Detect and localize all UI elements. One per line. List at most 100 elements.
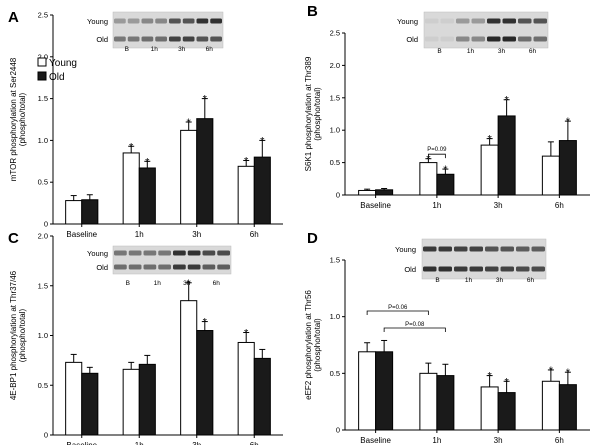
blot-band <box>210 36 222 42</box>
x-tick-label: 6h <box>555 201 564 210</box>
blot-band <box>173 264 186 270</box>
blot-band <box>128 264 142 270</box>
blot-lane-label: 1h <box>154 280 162 287</box>
blot-band <box>485 266 499 272</box>
blot-band <box>196 36 209 42</box>
bar-old-1h <box>138 167 156 225</box>
significance-star: * <box>187 278 192 290</box>
blot-row-label: Young <box>395 245 416 254</box>
blot-lane-label: B <box>126 280 130 287</box>
bar-young-1h <box>122 152 140 225</box>
blot-band <box>425 36 439 42</box>
x-tick-label: 3h <box>494 201 503 210</box>
pvalue-bracket <box>427 153 446 159</box>
blot-row-label: Old <box>404 265 416 274</box>
blot-background <box>423 11 549 49</box>
significance-star: * <box>426 154 431 166</box>
y-axis-label: 4E-BP1 phosphorylation at Thr37/46 <box>9 270 18 400</box>
bar-old-1h <box>436 375 455 431</box>
blot-band <box>202 264 216 270</box>
blot-band <box>114 264 127 270</box>
legend-swatch <box>37 57 47 67</box>
blot-band <box>158 264 171 270</box>
bar-young-6h <box>237 341 255 436</box>
blot-band <box>456 18 470 24</box>
chart-panel-c: C 0 0.5 1.0 1.5 2.0 4E-BP1 phosphorylation at … <box>8 230 283 445</box>
x-tick-label: Baseline <box>66 230 97 239</box>
blot-band <box>471 36 485 42</box>
bar-young-3h <box>480 386 499 431</box>
blot-band <box>471 18 485 24</box>
blot-row-label: Young <box>397 17 418 26</box>
y-axis-label: (phospho/total) <box>313 87 322 141</box>
bar-old-3h <box>196 118 214 225</box>
blot-lane-label: B <box>437 48 441 55</box>
y-axis-label: S6K1 phosphorylation at Thr389 <box>304 56 313 171</box>
blot-band <box>500 266 514 272</box>
bar-young-1h <box>419 162 438 196</box>
y-tick-label: 0.5 <box>330 158 340 167</box>
blot-band <box>454 246 468 252</box>
blot-band <box>438 266 452 272</box>
blot-band <box>518 36 532 42</box>
x-tick-label: 6h <box>555 436 564 445</box>
blot-band <box>500 246 514 252</box>
significance-star: * <box>203 94 208 106</box>
pvalue-label: P=0.09 <box>427 147 447 153</box>
bar-old-6h <box>253 156 271 225</box>
blot-band <box>182 36 195 42</box>
bar-old-6h <box>253 357 271 436</box>
bar-old-1h <box>436 173 455 196</box>
significance-star: * <box>244 155 249 167</box>
y-axis-label: eEF2 phosphorylation at Thr56 <box>304 290 313 400</box>
pvalue-label: P=0.06 <box>388 305 408 311</box>
y-tick-label: 2.5 <box>330 29 340 38</box>
blot-row-label: Young <box>87 17 108 26</box>
blot-band <box>440 36 454 42</box>
y-tick-label: 1.5 <box>330 256 340 265</box>
blot-row-label: Young <box>87 249 108 258</box>
significance-star: * <box>487 134 492 146</box>
legend-label: Young <box>49 58 77 69</box>
bar-young-1h <box>419 372 438 431</box>
significance-star: * <box>244 328 249 340</box>
significance-star: * <box>566 367 571 379</box>
x-tick-label: 3h <box>192 230 201 239</box>
x-tick-label: 1h <box>432 436 441 445</box>
blot-band <box>518 18 532 24</box>
blot-band <box>502 18 516 24</box>
pvalue-bracket <box>383 327 446 332</box>
panel-letter: C <box>8 230 19 247</box>
significance-star: * <box>549 365 554 377</box>
y-tick-label: 1.5 <box>38 281 48 290</box>
blot-lane-label: 3h <box>183 280 191 287</box>
x-tick-label: Baseline <box>66 441 97 445</box>
bar-young-3h <box>480 144 499 196</box>
blot-band <box>485 246 499 252</box>
blot-band <box>196 18 209 24</box>
blot-band <box>127 36 140 42</box>
blot-lane-label: 3h <box>178 46 186 53</box>
y-tick-label: 0 <box>44 220 48 229</box>
bar-old-baseline <box>81 372 99 436</box>
bar-young-baseline <box>65 361 83 436</box>
blot-band <box>423 266 437 272</box>
blot-band <box>182 18 195 24</box>
blot-band <box>516 246 530 252</box>
bar-old-6h <box>558 384 577 431</box>
western-blot-image: Young Old B 1h 3h 6h <box>395 238 547 284</box>
x-tick-label: 1h <box>135 441 144 445</box>
legend-swatch <box>37 71 47 81</box>
western-blot-image: Young Old B 1h 3h 6h <box>397 11 549 55</box>
y-tick-label: 1.0 <box>330 126 340 135</box>
chart-panel-a: A 0 0.5 1.0 1.5 2.0 2.5 mTOR phosphorylation at… <box>8 9 283 239</box>
blot-band <box>173 250 186 256</box>
blot-band <box>516 266 530 272</box>
x-tick-label: 3h <box>192 441 201 445</box>
blot-lane-label: 6h <box>213 280 221 287</box>
blot-band <box>217 264 230 270</box>
significance-star: * <box>129 141 134 153</box>
y-tick-label: 1.0 <box>38 331 48 340</box>
blot-band <box>114 36 126 42</box>
bar-young-1h <box>122 368 140 436</box>
